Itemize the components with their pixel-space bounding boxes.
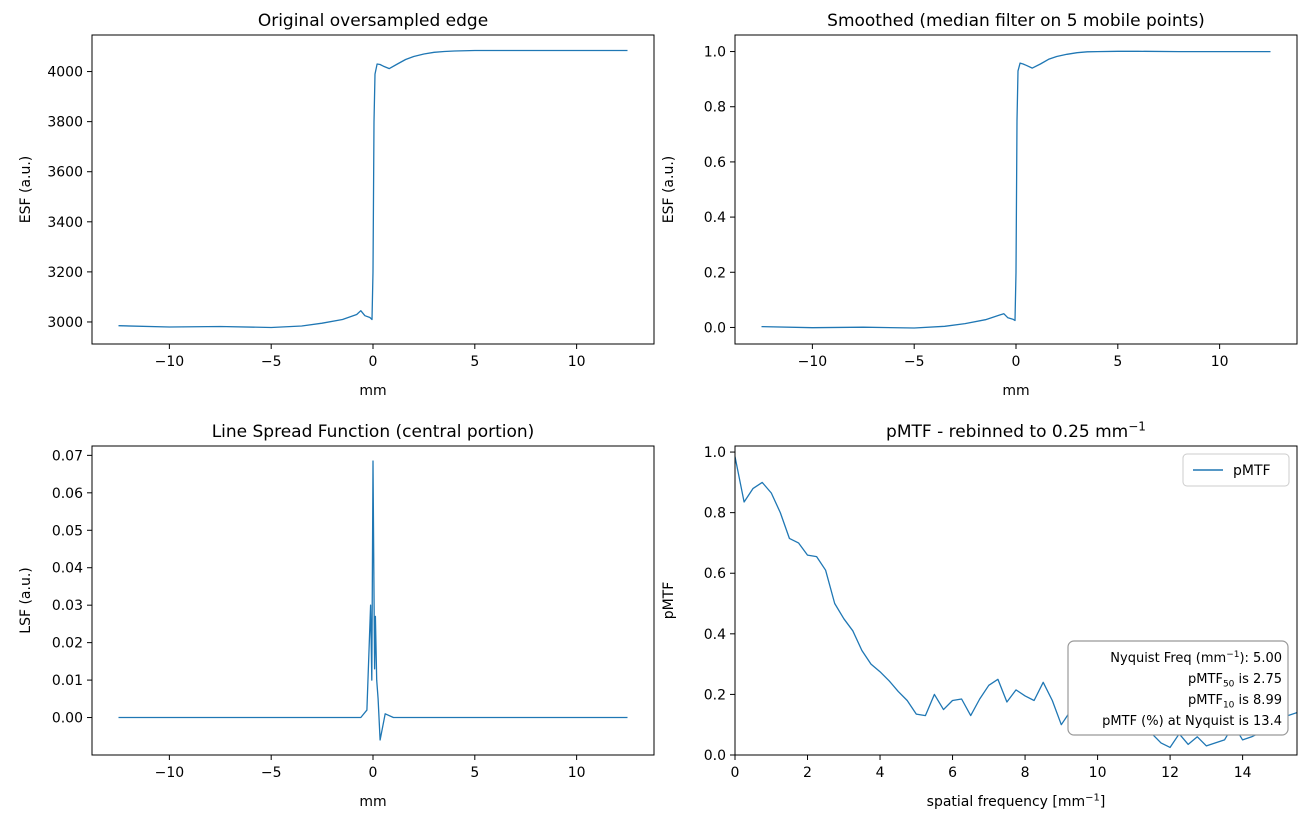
y-tick-label: 4000 [47,65,83,81]
annotation-line: Nyquist Freq (mm−1): 5.00 [1110,650,1282,666]
y-tick-label: 0.0 [704,748,726,764]
x-tick-label: −10 [155,765,185,781]
annotation-line: pMTF (%) at Nyquist is 13.4 [1102,714,1282,729]
series-line-1 [118,49,628,329]
x-tick-label: 0 [731,765,740,781]
y-axis-label: ESF (a.u.) [18,156,34,224]
y-tick-label: 0.06 [52,486,83,502]
legend-label: pMTF [1233,463,1271,479]
x-axis-label: spatial frequency [mm−1] [927,793,1106,810]
x-tick-label: 5 [1113,354,1122,370]
x-tick-label: 10 [568,354,586,370]
y-tick-label: 0.02 [52,636,83,652]
y-tick-label: 3600 [47,165,83,181]
y-tick-label: 0.03 [52,598,83,614]
y-tick-label: 3000 [47,315,83,331]
x-axis-label: mm [1002,383,1029,399]
x-tick-label: −5 [261,354,282,370]
annotation-box [1067,640,1289,736]
x-axis-label: mm [359,794,386,810]
x-tick-label: 0 [369,354,378,370]
x-tick-label: 14 [1234,765,1252,781]
series-line-1 [118,460,628,741]
y-tick-label: 0.07 [52,448,83,464]
y-axis-label: LSF (a.u.) [18,567,34,633]
y-tick-label: 0.8 [704,506,726,522]
legend-box [1182,453,1290,487]
y-tick-label: 0.2 [704,687,726,703]
y-tick-label: 3400 [47,215,83,231]
chart-panel-4: 0 2 4 6 8 10 12 14 0.0 0.2 0.4 0.6 0.8 1.0 pMTF - rebi… [661,420,1298,810]
x-axis-label: mm [359,383,386,399]
x-tick-label: 0 [1012,354,1021,370]
chart-panel-2: −10 −5 0 5 10 0.0 0.2 0.4 0.6 0.8 1.0 Smoothed (med… [661,11,1298,399]
y-tick-label: 0.00 [52,711,83,727]
y-tick-label: 3800 [47,115,83,131]
y-tick-label: 0.01 [52,673,83,689]
chart-title: Smoothed (median filter on 5 mobile poin… [827,11,1205,31]
x-tick-label: 10 [1089,765,1107,781]
y-axis-label: pMTF [661,582,677,620]
axes-frame [734,445,1298,756]
y-tick-label: 0.0 [704,320,726,336]
y-tick-label: 0.04 [52,561,83,577]
y-tick-label: 0.6 [704,566,726,582]
annotation-line: pMTF10 is 8.99 [1188,693,1282,710]
y-tick-label: 1.0 [704,445,726,461]
legend: pMTF [1182,453,1290,487]
series-line-1 [761,50,1271,329]
y-tick-label: 0.2 [704,265,726,281]
y-axis-label: ESF (a.u.) [661,156,677,224]
x-tick-label: 8 [1021,765,1030,781]
x-tick-label: 10 [568,765,586,781]
x-tick-label: 4 [876,765,885,781]
chart-title: Line Spread Function (central portion) [212,422,535,442]
x-tick-label: 6 [948,765,957,781]
x-tick-label: 2 [803,765,812,781]
y-tick-label: 1.0 [704,45,726,61]
x-tick-label: −5 [904,354,925,370]
y-tick-label: 3200 [47,265,83,281]
chart-title: Original oversampled edge [258,11,488,31]
chart-title: pMTF - rebinned to 0.25 mm−1 [886,420,1146,442]
x-tick-label: −10 [155,354,185,370]
x-tick-label: −5 [261,765,282,781]
series-line-1 [735,456,1297,749]
y-tick-label: 0.4 [704,210,726,226]
y-tick-label: 0.05 [52,523,83,539]
x-tick-label: 10 [1211,354,1229,370]
y-tick-label: 0.4 [704,627,726,643]
annotation: Nyquist Freq (mm−1): 5.00 pMTF50 is 2.75 p… [1067,640,1289,736]
x-tick-label: 12 [1161,765,1179,781]
chart-panel-1: −10 −5 0 5 10 3000 3200 3400 3600 3800 4000 Origina… [18,11,655,399]
annotation-line: pMTF50 is 2.75 [1188,672,1282,689]
x-tick-label: 5 [470,765,479,781]
y-tick-label: 0.8 [704,100,726,116]
x-tick-label: 0 [369,765,378,781]
x-tick-label: 5 [470,354,479,370]
chart-panel-3: −10 −5 0 5 10 0.00 0.01 0.02 0.03 0.04 0.05 0.06 0.0… [18,422,655,810]
y-tick-label: 0.6 [704,155,726,171]
x-tick-label: −10 [798,354,828,370]
